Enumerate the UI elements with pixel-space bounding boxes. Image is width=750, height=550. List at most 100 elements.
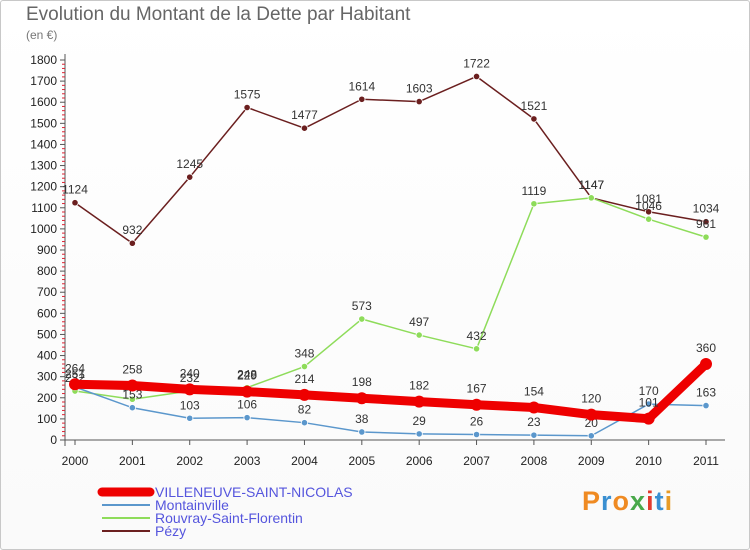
series-point: [702, 233, 710, 241]
data-label: 348: [294, 347, 314, 361]
legend-label: Montainville: [155, 497, 229, 513]
data-label: 932: [122, 223, 142, 237]
data-label: 1575: [234, 88, 261, 102]
data-label: 251: [65, 367, 85, 381]
y-tick-label: 600: [37, 306, 57, 320]
series-point: [472, 345, 481, 353]
x-tick-label: 2011: [693, 454, 719, 468]
logo-letter: t: [654, 486, 665, 516]
logo-letter: i: [664, 486, 674, 516]
data-label: 1477: [291, 108, 318, 122]
data-label: 29: [413, 414, 427, 428]
series-point: [645, 400, 653, 408]
data-label: 1081: [635, 192, 662, 206]
data-label: 1046: [635, 199, 662, 213]
x-tick-label: 2007: [463, 454, 490, 468]
y-tick-label: 1100: [31, 201, 57, 215]
y-tick-label: 900: [37, 243, 57, 257]
data-label: 101: [639, 396, 659, 410]
y-tick-label: 700: [37, 285, 57, 299]
data-label: 1614: [348, 79, 375, 93]
y-tick-label: 300: [37, 370, 57, 384]
series-point: [71, 199, 79, 207]
y-tick-label: 1600: [30, 95, 57, 109]
series-line: [70, 359, 711, 424]
series-point: [530, 115, 538, 123]
data-label: 23: [527, 415, 541, 429]
y-tick-label: 0: [50, 433, 57, 447]
series-point: [645, 215, 653, 223]
series-point: [241, 385, 254, 398]
series-point: [470, 398, 483, 411]
x-tick-label: 2001: [119, 454, 146, 468]
series-point: [358, 428, 366, 436]
series-line: [74, 197, 707, 401]
data-label: 258: [122, 363, 142, 377]
series-line: [74, 75, 707, 244]
series-point: [702, 401, 710, 410]
series-point: [530, 431, 538, 439]
data-label: 1521: [521, 99, 548, 113]
y-tick-label: 200: [37, 391, 57, 405]
y-tick-label: 500: [37, 327, 57, 341]
data-label: 961: [696, 217, 716, 231]
y-tick-label: 1400: [30, 137, 57, 151]
series-point: [355, 392, 368, 405]
data-label: 214: [294, 372, 314, 386]
series-point: [126, 379, 139, 392]
x-tick-label: 2005: [348, 454, 375, 468]
data-label: 38: [355, 412, 369, 426]
legend-label: Rouvray-Saint-Florentin: [155, 510, 303, 526]
series-point: [472, 72, 481, 81]
data-label: 1119: [521, 184, 546, 198]
logo-letter: x: [630, 486, 647, 516]
y-tick-label: 1500: [30, 116, 57, 130]
proxiti-logo: Proxiti: [582, 486, 673, 517]
data-label: 240: [180, 366, 200, 380]
series-point: [186, 173, 194, 181]
series-point: [358, 315, 366, 323]
series-point: [472, 430, 481, 439]
series-point: [587, 432, 595, 440]
series-point: [128, 239, 136, 247]
x-tick-label: 2008: [521, 454, 548, 468]
series-point: [585, 408, 598, 421]
series-point: [415, 97, 423, 106]
data-label: 103: [180, 398, 200, 412]
data-label: 120: [581, 392, 601, 406]
series-point: [128, 404, 136, 412]
logo-letter: P: [582, 486, 602, 516]
legend-label: Pézy: [155, 523, 186, 539]
y-tick-label: 400: [37, 349, 57, 363]
logo-letter: i: [646, 486, 655, 516]
data-label: 26: [470, 415, 484, 429]
series-point: [415, 331, 423, 339]
data-label: 1245: [176, 157, 203, 171]
data-label: 232: [180, 371, 200, 385]
series-point: [587, 194, 595, 202]
y-tick-label: 1800: [30, 53, 57, 67]
series-point: [358, 95, 366, 103]
x-tick-label: 2003: [234, 454, 261, 468]
series-point: [530, 200, 538, 208]
data-label: 264: [65, 361, 85, 375]
data-label: 1722: [463, 56, 490, 70]
data-label: 1034: [693, 202, 720, 216]
data-label: 153: [122, 388, 142, 402]
legend-label: VILLENEUVE-SAINT-NICOLAS: [155, 484, 353, 500]
series-point: [243, 414, 251, 422]
series-point: [527, 401, 540, 414]
data-label: 1147: [578, 178, 604, 192]
x-tick-label: 2000: [62, 454, 89, 468]
y-tick-label: 100: [37, 412, 57, 426]
series-point: [642, 412, 655, 425]
logo-letter: r: [601, 486, 613, 516]
y-tick-label: 1300: [30, 159, 57, 173]
data-label: 170: [639, 384, 659, 398]
data-label: 1603: [406, 82, 433, 96]
series-point: [300, 362, 309, 371]
series-point: [298, 388, 311, 401]
chart-title: Evolution du Montant de la Dette par Hab…: [26, 4, 411, 25]
